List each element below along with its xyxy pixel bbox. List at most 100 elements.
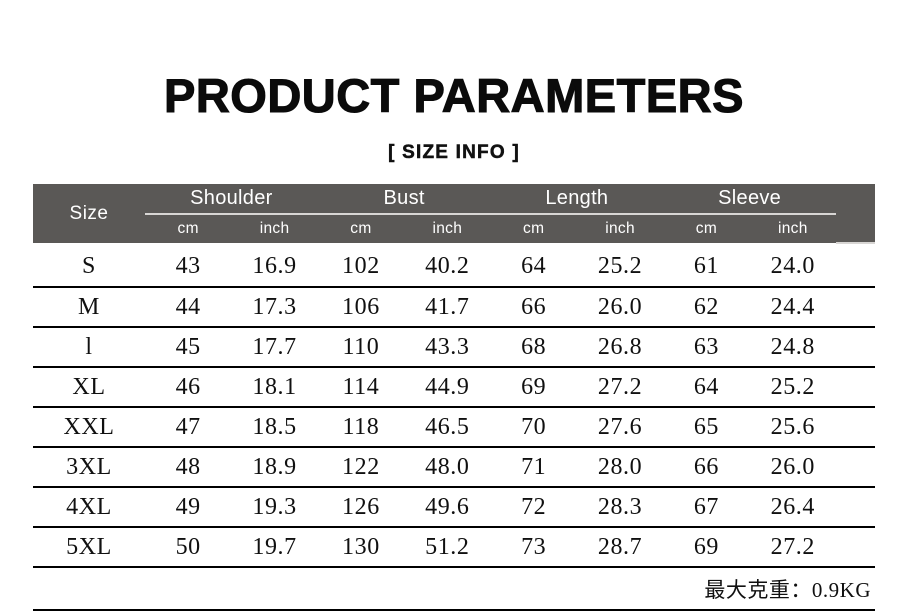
table-row: XXL 47 18.5 118 46.5 70 27.6 65 25.6 — [33, 407, 875, 448]
cell-measurement: 48 — [145, 447, 232, 488]
cell-measurement: 44.9 — [404, 367, 491, 408]
cell-size: 3XL — [33, 447, 145, 488]
cell-measurement: 28.0 — [576, 447, 664, 488]
unit-header-sleeve-inch: inch — [749, 214, 836, 243]
cell-measurement: 61 — [663, 243, 750, 288]
cell-measurement: 110 — [317, 327, 405, 368]
row-tail-spacer — [836, 243, 875, 288]
cell-measurement: 19.7 — [231, 527, 318, 568]
cell-measurement: 73 — [490, 527, 577, 568]
unit-header-shoulder-inch: inch — [231, 214, 318, 243]
cell-measurement: 24.8 — [749, 327, 836, 368]
cell-measurement: 50 — [145, 527, 232, 568]
cell-measurement: 45 — [145, 327, 232, 368]
cell-measurement: 17.7 — [231, 327, 318, 368]
cell-measurement: 26.8 — [576, 327, 664, 368]
cell-measurement: 28.7 — [576, 527, 664, 568]
table-header: Size Shoulder Bust Length Sleeve cm inch… — [33, 184, 875, 244]
row-tail-spacer — [836, 527, 875, 568]
cell-measurement: 66 — [490, 287, 577, 328]
cell-measurement: 40.2 — [404, 243, 491, 288]
cell-measurement: 122 — [317, 447, 405, 488]
cell-measurement: 46 — [145, 367, 232, 408]
column-group-sleeve: Sleeve — [663, 184, 836, 215]
cell-measurement: 18.9 — [231, 447, 318, 488]
cell-measurement: 17.3 — [231, 287, 318, 328]
table-row: XL 46 18.1 114 44.9 69 27.2 64 25.2 — [33, 367, 875, 408]
cell-measurement: 43.3 — [404, 327, 491, 368]
cell-measurement: 64 — [490, 243, 577, 288]
cell-measurement: 51.2 — [404, 527, 491, 568]
cell-measurement: 16.9 — [231, 243, 318, 288]
cell-measurement: 72 — [490, 487, 577, 528]
cell-size: XL — [33, 367, 145, 408]
cell-measurement: 106 — [317, 287, 405, 328]
row-tail-spacer — [836, 327, 875, 368]
cell-measurement: 27.6 — [576, 407, 664, 448]
cell-measurement: 69 — [490, 367, 577, 408]
row-tail-spacer — [836, 447, 875, 488]
cell-measurement: 26.0 — [576, 287, 664, 328]
cell-size: S — [33, 243, 145, 288]
cell-measurement: 18.1 — [231, 367, 318, 408]
cell-measurement: 19.3 — [231, 487, 318, 528]
size-table: Size Shoulder Bust Length Sleeve cm inch… — [33, 184, 875, 611]
cell-measurement: 27.2 — [749, 527, 836, 568]
cell-measurement: 68 — [490, 327, 577, 368]
cell-measurement: 118 — [317, 407, 405, 448]
cell-measurement: 25.2 — [576, 243, 664, 288]
cell-measurement: 130 — [317, 527, 405, 568]
cell-measurement: 114 — [317, 367, 405, 408]
cell-measurement: 24.4 — [749, 287, 836, 328]
table-row: S 43 16.9 102 40.2 64 25.2 61 24.0 — [33, 243, 875, 288]
table-row: 5XL 50 19.7 130 51.2 73 28.7 69 27.2 — [33, 527, 875, 568]
cell-measurement: 126 — [317, 487, 405, 528]
cell-measurement: 62 — [663, 287, 750, 328]
column-group-shoulder: Shoulder — [145, 184, 318, 215]
cell-measurement: 63 — [663, 327, 750, 368]
cell-size: M — [33, 287, 145, 328]
table-body: S 43 16.9 102 40.2 64 25.2 61 24.0 M 44 17.3 106 41.7… — [33, 243, 875, 568]
cell-measurement: 44 — [145, 287, 232, 328]
page-subtitle: [ SIZE INFO ] — [388, 142, 520, 164]
cell-measurement: 18.5 — [231, 407, 318, 448]
title-block: PRODUCT PARAMETERS [ SIZE INFO ] — [0, 69, 908, 164]
unit-header-sleeve-cm: cm — [663, 214, 750, 243]
cell-measurement: 26.0 — [749, 447, 836, 488]
cell-measurement: 70 — [490, 407, 577, 448]
row-tail-spacer — [836, 367, 875, 408]
unit-header-bust-cm: cm — [317, 214, 405, 243]
header-tail-spacer — [836, 184, 875, 244]
cell-measurement: 24.0 — [749, 243, 836, 288]
header-row-groups: Size Shoulder Bust Length Sleeve — [33, 184, 875, 244]
cell-measurement: 69 — [663, 527, 750, 568]
column-header-size: Size — [33, 184, 145, 243]
cell-measurement: 43 — [145, 243, 232, 288]
cell-measurement: 71 — [490, 447, 577, 488]
cell-measurement: 49.6 — [404, 487, 491, 528]
table-row: l 45 17.7 110 43.3 68 26.8 63 24.8 — [33, 327, 875, 368]
cell-size: l — [33, 327, 145, 368]
table-row: M 44 17.3 106 41.7 66 26.0 62 24.4 — [33, 287, 875, 328]
size-table-container: Size Shoulder Bust Length Sleeve cm inch… — [33, 184, 875, 611]
row-tail-spacer — [836, 287, 875, 328]
cell-measurement: 25.6 — [749, 407, 836, 448]
cell-measurement: 66 — [663, 447, 750, 488]
column-group-bust: Bust — [317, 184, 491, 215]
table-row: 3XL 48 18.9 122 48.0 71 28.0 66 26.0 — [33, 447, 875, 488]
cell-measurement: 64 — [663, 367, 750, 408]
cell-measurement: 65 — [663, 407, 750, 448]
row-tail-spacer — [836, 487, 875, 528]
cell-measurement: 27.2 — [576, 367, 664, 408]
table-footer: 最大克重：0.9KG — [33, 567, 875, 611]
cell-measurement: 46.5 — [404, 407, 491, 448]
cell-measurement: 48.0 — [404, 447, 491, 488]
cell-measurement: 25.2 — [749, 367, 836, 408]
cell-measurement: 28.3 — [576, 487, 664, 528]
page-title: PRODUCT PARAMETERS — [163, 69, 744, 122]
unit-header-length-inch: inch — [576, 214, 664, 243]
table-row: 4XL 49 19.3 126 49.6 72 28.3 67 26.4 — [33, 487, 875, 528]
cell-measurement: 49 — [145, 487, 232, 528]
cell-measurement: 67 — [663, 487, 750, 528]
footer-row: 最大克重：0.9KG — [33, 567, 875, 611]
